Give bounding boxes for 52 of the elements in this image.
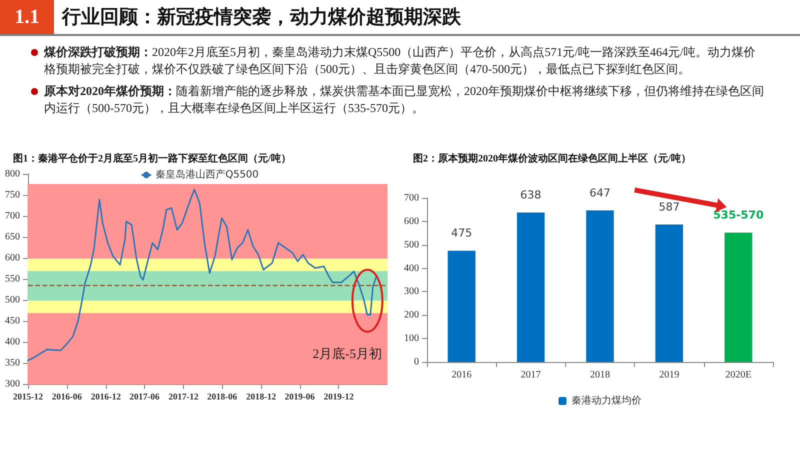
x-tick-label: 2016-06 xyxy=(52,392,82,402)
x-tick-label: 2016 xyxy=(452,370,472,380)
x-tick-label: 2018 xyxy=(590,370,610,380)
text: 1.1 xyxy=(0,0,54,34)
text: 原本对2020年煤价预期：随着新增产能的逐步释放，煤炭供需基本面已显宽松，2020年预期煤价中枢将继续下移，但仍将维持在绿色区间内运行（500-570元），且大概率在绿色区间上半区运行（535-570元）。 xyxy=(44,83,764,117)
annotation: 2月底-5月初 xyxy=(312,345,382,363)
x-tick-label: 2019-12 xyxy=(324,392,354,402)
y-tick-label: 550 xyxy=(5,274,20,284)
y-tick-label: 500 xyxy=(404,239,419,250)
y-tick-label: 0 xyxy=(414,356,419,368)
y-tick-label: 750 xyxy=(5,190,20,200)
bar xyxy=(516,212,545,362)
chart-title: 图2：原本预期2020年煤价波动区间在绿色区间上半区（元/吨） xyxy=(413,152,691,164)
y-tick-label: 600 xyxy=(5,252,20,264)
bar xyxy=(724,232,752,362)
y-tick-label: 700 xyxy=(5,210,20,222)
data-label: 587 xyxy=(658,200,680,214)
data-label: 638 xyxy=(520,188,542,202)
legend-label: 秦皇岛港山西产Q5500 xyxy=(155,168,259,180)
text: 行业回顾：新冠疫情突袭，动力煤价超预期深跌 xyxy=(62,5,461,30)
x-tick-label: 2020E xyxy=(725,370,752,380)
bar xyxy=(586,210,614,362)
text: 煤价深跌打破预期：2020年2月底至5月初，秦皇岛港动力末煤Q5500（山西产）平仓价，从高点571元/吨一路深跌至464元/吨。动力煤价格预期被完全打破，煤价不仅跌破了绿色区间下沿（500元）、且击穿黄色区间（470-500元），最低点已下探到红色区间。 xyxy=(44,44,756,78)
y-tick-label: 400 xyxy=(404,262,419,274)
data-label: 475 xyxy=(451,226,472,240)
y-tick-label: 200 xyxy=(404,310,419,321)
data-label: 535-570 xyxy=(713,208,764,222)
x-tick-label: 2018-06 xyxy=(207,392,238,402)
y-tick-label: 100 xyxy=(404,333,419,344)
x-tick-label: 2019 xyxy=(659,370,680,380)
y-tick-label: 300 xyxy=(404,286,419,298)
x-tick-label: 2017 xyxy=(520,370,541,380)
bar xyxy=(448,250,476,362)
y-tick-label: 500 xyxy=(5,294,20,306)
data-label: 647 xyxy=(590,186,610,200)
legend-label: 秦港动力煤均价 xyxy=(572,394,642,406)
y-tick-label: 300 xyxy=(5,378,20,390)
x-tick-label: 2018-12 xyxy=(246,392,277,402)
y-tick-label: 600 xyxy=(404,216,419,227)
y-tick-label: 700 xyxy=(404,192,419,204)
x-tick-label: 2017-06 xyxy=(130,392,160,402)
bar xyxy=(655,224,684,362)
chart-title: 图1：秦港平仓价于2月底至5月初一路下探至红色区间（元/吨） xyxy=(13,152,291,164)
y-tick-label: 800 xyxy=(5,168,20,180)
x-tick-label: 2015-12 xyxy=(13,392,44,402)
x-tick-label: 2017-12 xyxy=(168,392,199,402)
x-tick-label: 2016-12 xyxy=(90,392,122,402)
y-tick-label: 350 xyxy=(5,358,20,368)
y-tick-label: 400 xyxy=(5,336,20,348)
y-tick-label: 650 xyxy=(5,232,20,242)
y-tick-label: 450 xyxy=(5,316,20,326)
x-tick-label: 2019-06 xyxy=(284,392,316,402)
